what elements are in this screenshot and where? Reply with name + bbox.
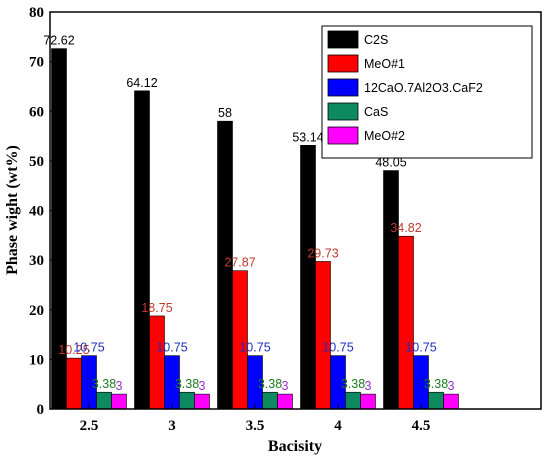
y-tick-label: 80 (29, 5, 44, 21)
x-axis-title: Bacisity (268, 438, 322, 455)
x-tick-label: 2.5 (80, 418, 99, 434)
legend-label: 12CaO.7Al2O3.CaF2 (364, 81, 483, 95)
bar (383, 170, 399, 410)
bar (277, 393, 293, 410)
x-tick-label: 3 (168, 418, 176, 434)
bar (194, 393, 210, 410)
y-tick-label: 50 (29, 154, 44, 170)
bar (345, 391, 361, 410)
legend-swatch (327, 126, 359, 145)
bar (96, 391, 112, 410)
data-label: 10.75 (239, 341, 270, 355)
data-label: 29.73 (307, 246, 338, 260)
y-tick-label: 10 (29, 352, 44, 368)
legend-swatch (327, 54, 359, 73)
legend-swatch (327, 102, 359, 121)
y-tick-label: 0 (37, 402, 45, 418)
data-label: 3.38 (424, 377, 448, 391)
x-tick-label: 4.5 (412, 418, 431, 434)
data-label: 34.82 (390, 221, 421, 235)
bar (111, 393, 127, 410)
bars-layer (51, 48, 459, 410)
bar (398, 235, 414, 410)
y-tick-label: 70 (29, 55, 44, 71)
legend-label: C2S (364, 33, 388, 47)
legend-swatch (327, 30, 359, 49)
data-label: 3 (448, 379, 455, 393)
data-label: 3 (199, 379, 206, 393)
data-label: 64.12 (126, 76, 157, 90)
data-label: 18.75 (141, 301, 172, 315)
bar (179, 391, 195, 410)
bar (66, 357, 82, 410)
data-label: 3.38 (258, 377, 282, 391)
legend-swatch (327, 78, 359, 97)
data-label: 27.87 (224, 256, 255, 270)
data-label: 3.38 (175, 377, 199, 391)
y-tick-label: 30 (29, 253, 44, 269)
y-tick-label: 20 (29, 303, 44, 319)
data-label: 10.75 (405, 341, 436, 355)
x-tick-label: 4 (334, 418, 342, 434)
legend: C2S MeO#1 12CaO.7Al2O3.CaF2 CaS MeO#2 (321, 25, 533, 159)
data-label: 72.62 (43, 34, 74, 48)
data-label: 58 (218, 106, 232, 120)
data-label: 10.25 (58, 343, 89, 357)
data-label: 53.14 (292, 130, 323, 144)
data-label: 48.05 (375, 156, 406, 170)
x-tick-label: 3.5 (246, 418, 265, 434)
data-label: 3.38 (92, 377, 116, 391)
y-tick-label: 40 (29, 204, 44, 220)
data-label: 10.75 (156, 341, 187, 355)
data-label: 10.75 (322, 341, 353, 355)
data-label: 3 (282, 379, 289, 393)
data-label: 3.38 (341, 377, 365, 391)
legend-label: CaS (364, 105, 388, 119)
bar (315, 261, 331, 410)
bar (300, 144, 316, 410)
legend-label: MeO#2 (364, 129, 405, 143)
data-label: 3 (116, 379, 123, 393)
bar (443, 393, 459, 410)
y-tick-label: 60 (29, 104, 44, 120)
bar (428, 391, 444, 410)
legend-label: MeO#1 (364, 57, 405, 71)
bar (134, 90, 150, 410)
data-label: 10.75 (73, 341, 104, 355)
bar (262, 391, 278, 410)
data-label: 3 (365, 379, 372, 393)
axis-layer: 2.5 3 3.5 4 4.5 0 10 20 30 40 50 60 70 80 (29, 5, 430, 434)
y-axis-title: Phase wight (wt%) (4, 145, 21, 275)
bar (360, 393, 376, 410)
bar (149, 315, 165, 410)
